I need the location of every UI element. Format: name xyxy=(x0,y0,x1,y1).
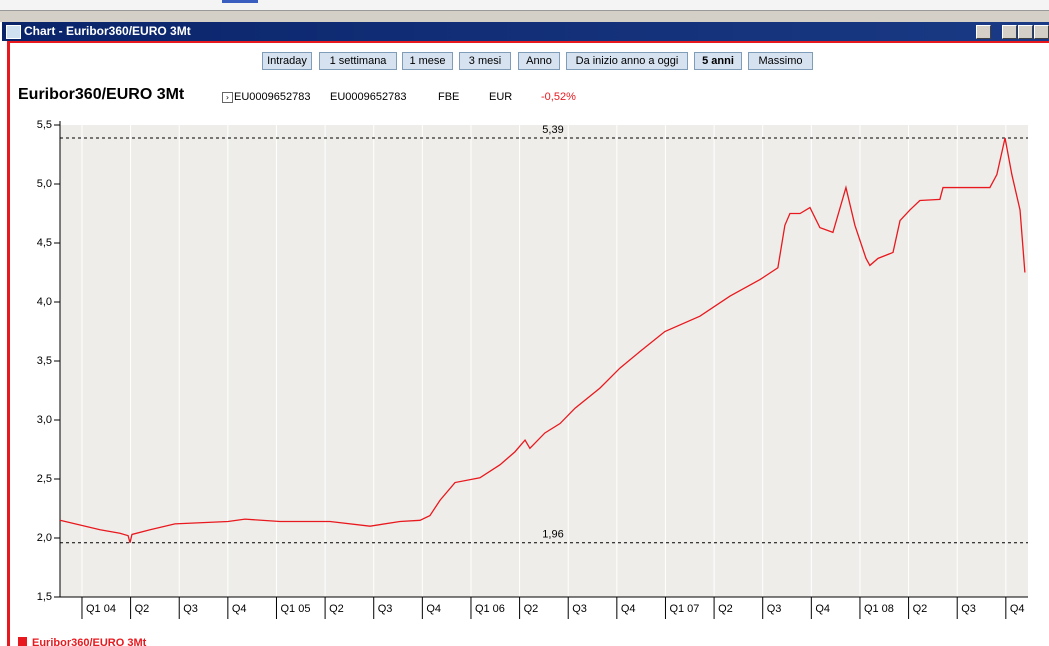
y-tick-label: 1,5 xyxy=(37,591,52,603)
top-strip xyxy=(0,0,1049,11)
y-tick-label: 5,5 xyxy=(37,119,52,131)
x-tick-label: Q3 xyxy=(183,603,198,615)
toolbar-band xyxy=(0,11,1049,22)
range-button[interactable]: Anno xyxy=(518,52,560,70)
x-tick-label: Q1 08 xyxy=(864,603,894,615)
x-tick-label: Q4 xyxy=(1010,603,1025,615)
x-tick-label: Q3 xyxy=(961,603,976,615)
x-tick-label: Q2 xyxy=(135,603,150,615)
y-tick-label: 4,0 xyxy=(37,296,52,308)
title-bar: Chart - Euribor360/EURO 3Mt xyxy=(2,22,1049,41)
window-icon xyxy=(6,25,21,39)
x-tick-label: Q1 06 xyxy=(475,603,505,615)
range-button[interactable]: Da inizio anno a oggi xyxy=(566,52,688,70)
x-tick-label: Q3 xyxy=(767,603,782,615)
x-tick-label: Q2 xyxy=(524,603,539,615)
range-button[interactable]: 3 mesi xyxy=(459,52,511,70)
legend-swatch xyxy=(18,637,27,646)
x-tick-label: Q4 xyxy=(621,603,636,615)
range-button[interactable]: 5 anni xyxy=(694,52,742,70)
x-tick-label: Q4 xyxy=(815,603,830,615)
range-button[interactable]: 1 mese xyxy=(402,52,453,70)
x-tick-label: Q1 04 xyxy=(86,603,116,615)
y-tick-label: 3,5 xyxy=(37,355,52,367)
range-button[interactable]: Massimo xyxy=(748,52,813,70)
x-tick-label: Q2 xyxy=(913,603,928,615)
reference-label: 1,96 xyxy=(542,529,563,541)
x-tick-label: Q4 xyxy=(232,603,247,615)
x-tick-label: Q1 07 xyxy=(669,603,699,615)
x-tick-label: Q1 05 xyxy=(280,603,310,615)
range-button[interactable]: Intraday xyxy=(262,52,312,70)
print-button[interactable] xyxy=(976,25,991,39)
reference-label: 5,39 xyxy=(542,124,563,136)
y-tick-label: 2,0 xyxy=(37,532,52,544)
instrument-name: Euribor360/EURO 3Mt xyxy=(18,86,185,103)
y-tick-label: 4,5 xyxy=(37,237,52,249)
x-tick-label: Q2 xyxy=(329,603,344,615)
window-title: Chart - Euribor360/EURO 3Mt xyxy=(24,24,191,38)
plot-background xyxy=(60,125,1028,597)
link-icon[interactable]: › xyxy=(222,92,233,103)
series-line xyxy=(59,137,1026,543)
y-tick-label: 2,5 xyxy=(37,473,52,485)
tab-hint xyxy=(222,0,258,3)
maximize-button[interactable] xyxy=(1018,25,1033,39)
x-tick-label: Q3 xyxy=(378,603,393,615)
legend-label: Euribor360/EURO 3Mt xyxy=(32,637,147,646)
isin: EU0009652783 xyxy=(234,91,311,103)
y-tick-label: 5,0 xyxy=(37,178,52,190)
x-tick-label: Q2 xyxy=(718,603,733,615)
code: EU0009652783 xyxy=(330,91,407,103)
window-frame xyxy=(7,41,1049,646)
change: -0,52% xyxy=(541,91,576,103)
x-tick-label: Q4 xyxy=(426,603,441,615)
currency: EUR xyxy=(489,91,513,103)
range-button[interactable]: 1 settimana xyxy=(319,52,397,70)
y-tick-label: 3,0 xyxy=(37,414,52,426)
exchange: FBE xyxy=(438,91,460,103)
x-tick-label: Q3 xyxy=(572,603,587,615)
minimize-button[interactable] xyxy=(1002,25,1017,39)
